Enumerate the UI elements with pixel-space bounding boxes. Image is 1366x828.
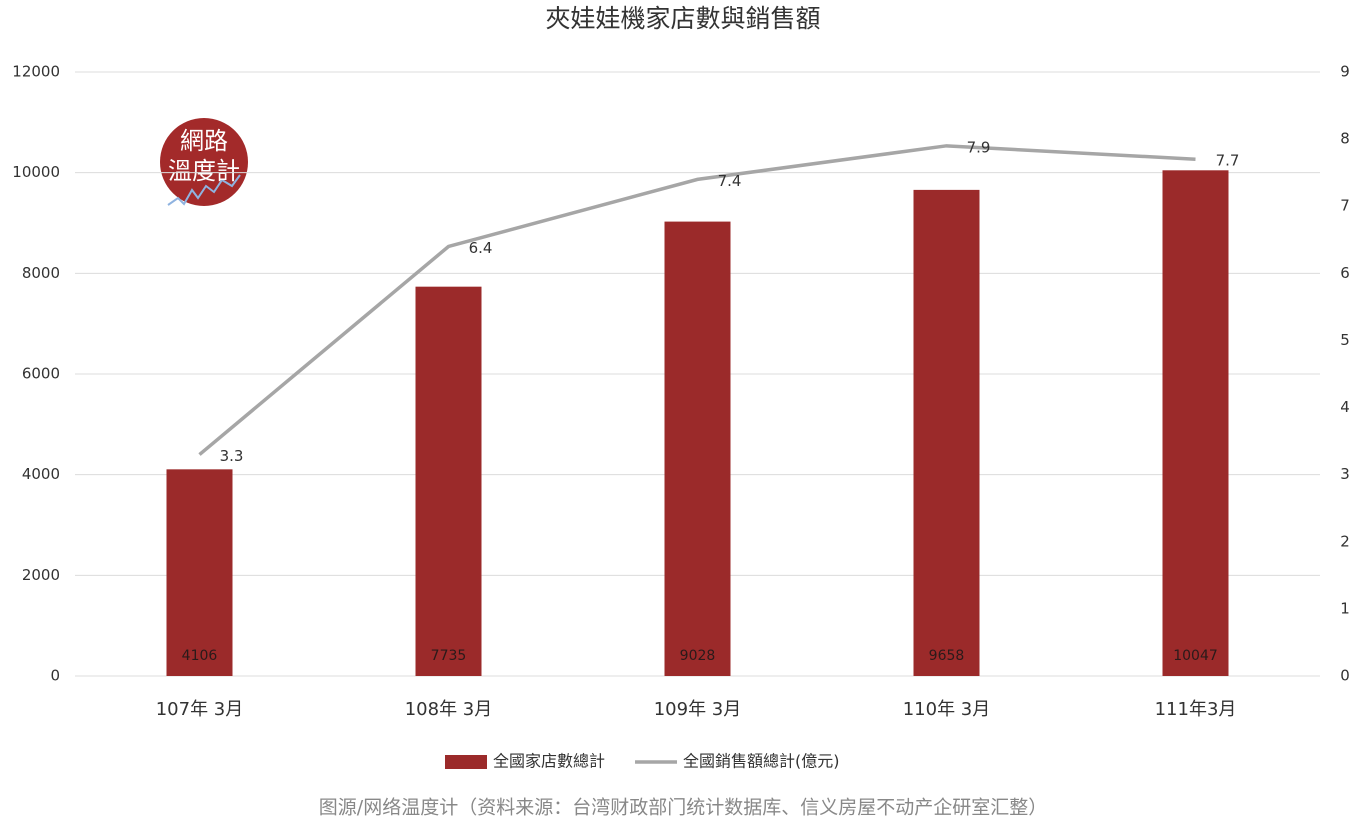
bar-value-label: 9028	[680, 648, 716, 664]
legend-swatch	[445, 755, 487, 769]
y-tick-label: 4000	[22, 465, 60, 483]
y-tick-label: 2000	[22, 566, 60, 584]
bar-value-label: 7735	[431, 648, 467, 664]
y-tick-label: 10000	[12, 163, 60, 181]
legend-label: 全國銷售額總計(億元)	[683, 752, 840, 771]
logo-text: 溫度計	[168, 157, 240, 185]
y2-tick-label: 8	[1340, 130, 1350, 148]
bar	[415, 286, 482, 676]
bar-value-label: 4106	[182, 648, 218, 664]
y2-tick-label: 2	[1340, 532, 1350, 550]
bar	[166, 469, 233, 676]
y2-tick-label: 9	[1340, 63, 1350, 81]
line-value-label: 7.7	[1216, 152, 1240, 170]
y2-tick-label: 4	[1340, 398, 1350, 416]
x-tick-label: 108年 3月	[405, 699, 493, 720]
y-tick-label: 0	[50, 667, 60, 685]
logo: 網路 溫度計	[160, 118, 248, 206]
line-value-label: 7.9	[967, 138, 991, 156]
bar	[913, 189, 980, 676]
y2-tick-label: 5	[1340, 331, 1350, 349]
y-tick-label: 12000	[12, 63, 60, 81]
line-value-label: 6.4	[469, 239, 493, 257]
chart-title: 夾娃娃機家店數與銷售額	[545, 4, 820, 33]
source-note: 图源/网络温度计（资料来源：台湾财政部门统计数据库、信义房屋不动产企研室汇整）	[319, 797, 1047, 819]
line-value-label: 7.4	[718, 172, 742, 190]
line-value-label: 3.3	[220, 447, 244, 465]
logo-text: 網路	[180, 127, 228, 155]
bar-value-label: 9658	[929, 648, 965, 664]
y2-tick-label: 3	[1340, 465, 1350, 483]
legend-label: 全國家店數總計	[493, 752, 605, 771]
y2-tick-label: 6	[1340, 264, 1350, 282]
bar	[1162, 170, 1229, 676]
x-tick-label: 110年 3月	[903, 699, 991, 720]
line	[198, 144, 1196, 456]
y-tick-label: 8000	[22, 264, 60, 282]
bar-value-label: 10047	[1173, 648, 1218, 664]
logo-wave	[167, 174, 241, 206]
y2-tick-label: 7	[1340, 197, 1350, 215]
y2-tick-label: 0	[1340, 667, 1350, 685]
x-tick-label: 111年3月	[1155, 699, 1237, 720]
x-tick-label: 109年 3月	[654, 699, 742, 720]
bar	[664, 221, 731, 676]
y2-tick-label: 1	[1340, 599, 1350, 617]
y-tick-label: 6000	[22, 365, 60, 383]
logo-circle	[160, 118, 248, 206]
x-tick-label: 107年 3月	[156, 699, 244, 720]
